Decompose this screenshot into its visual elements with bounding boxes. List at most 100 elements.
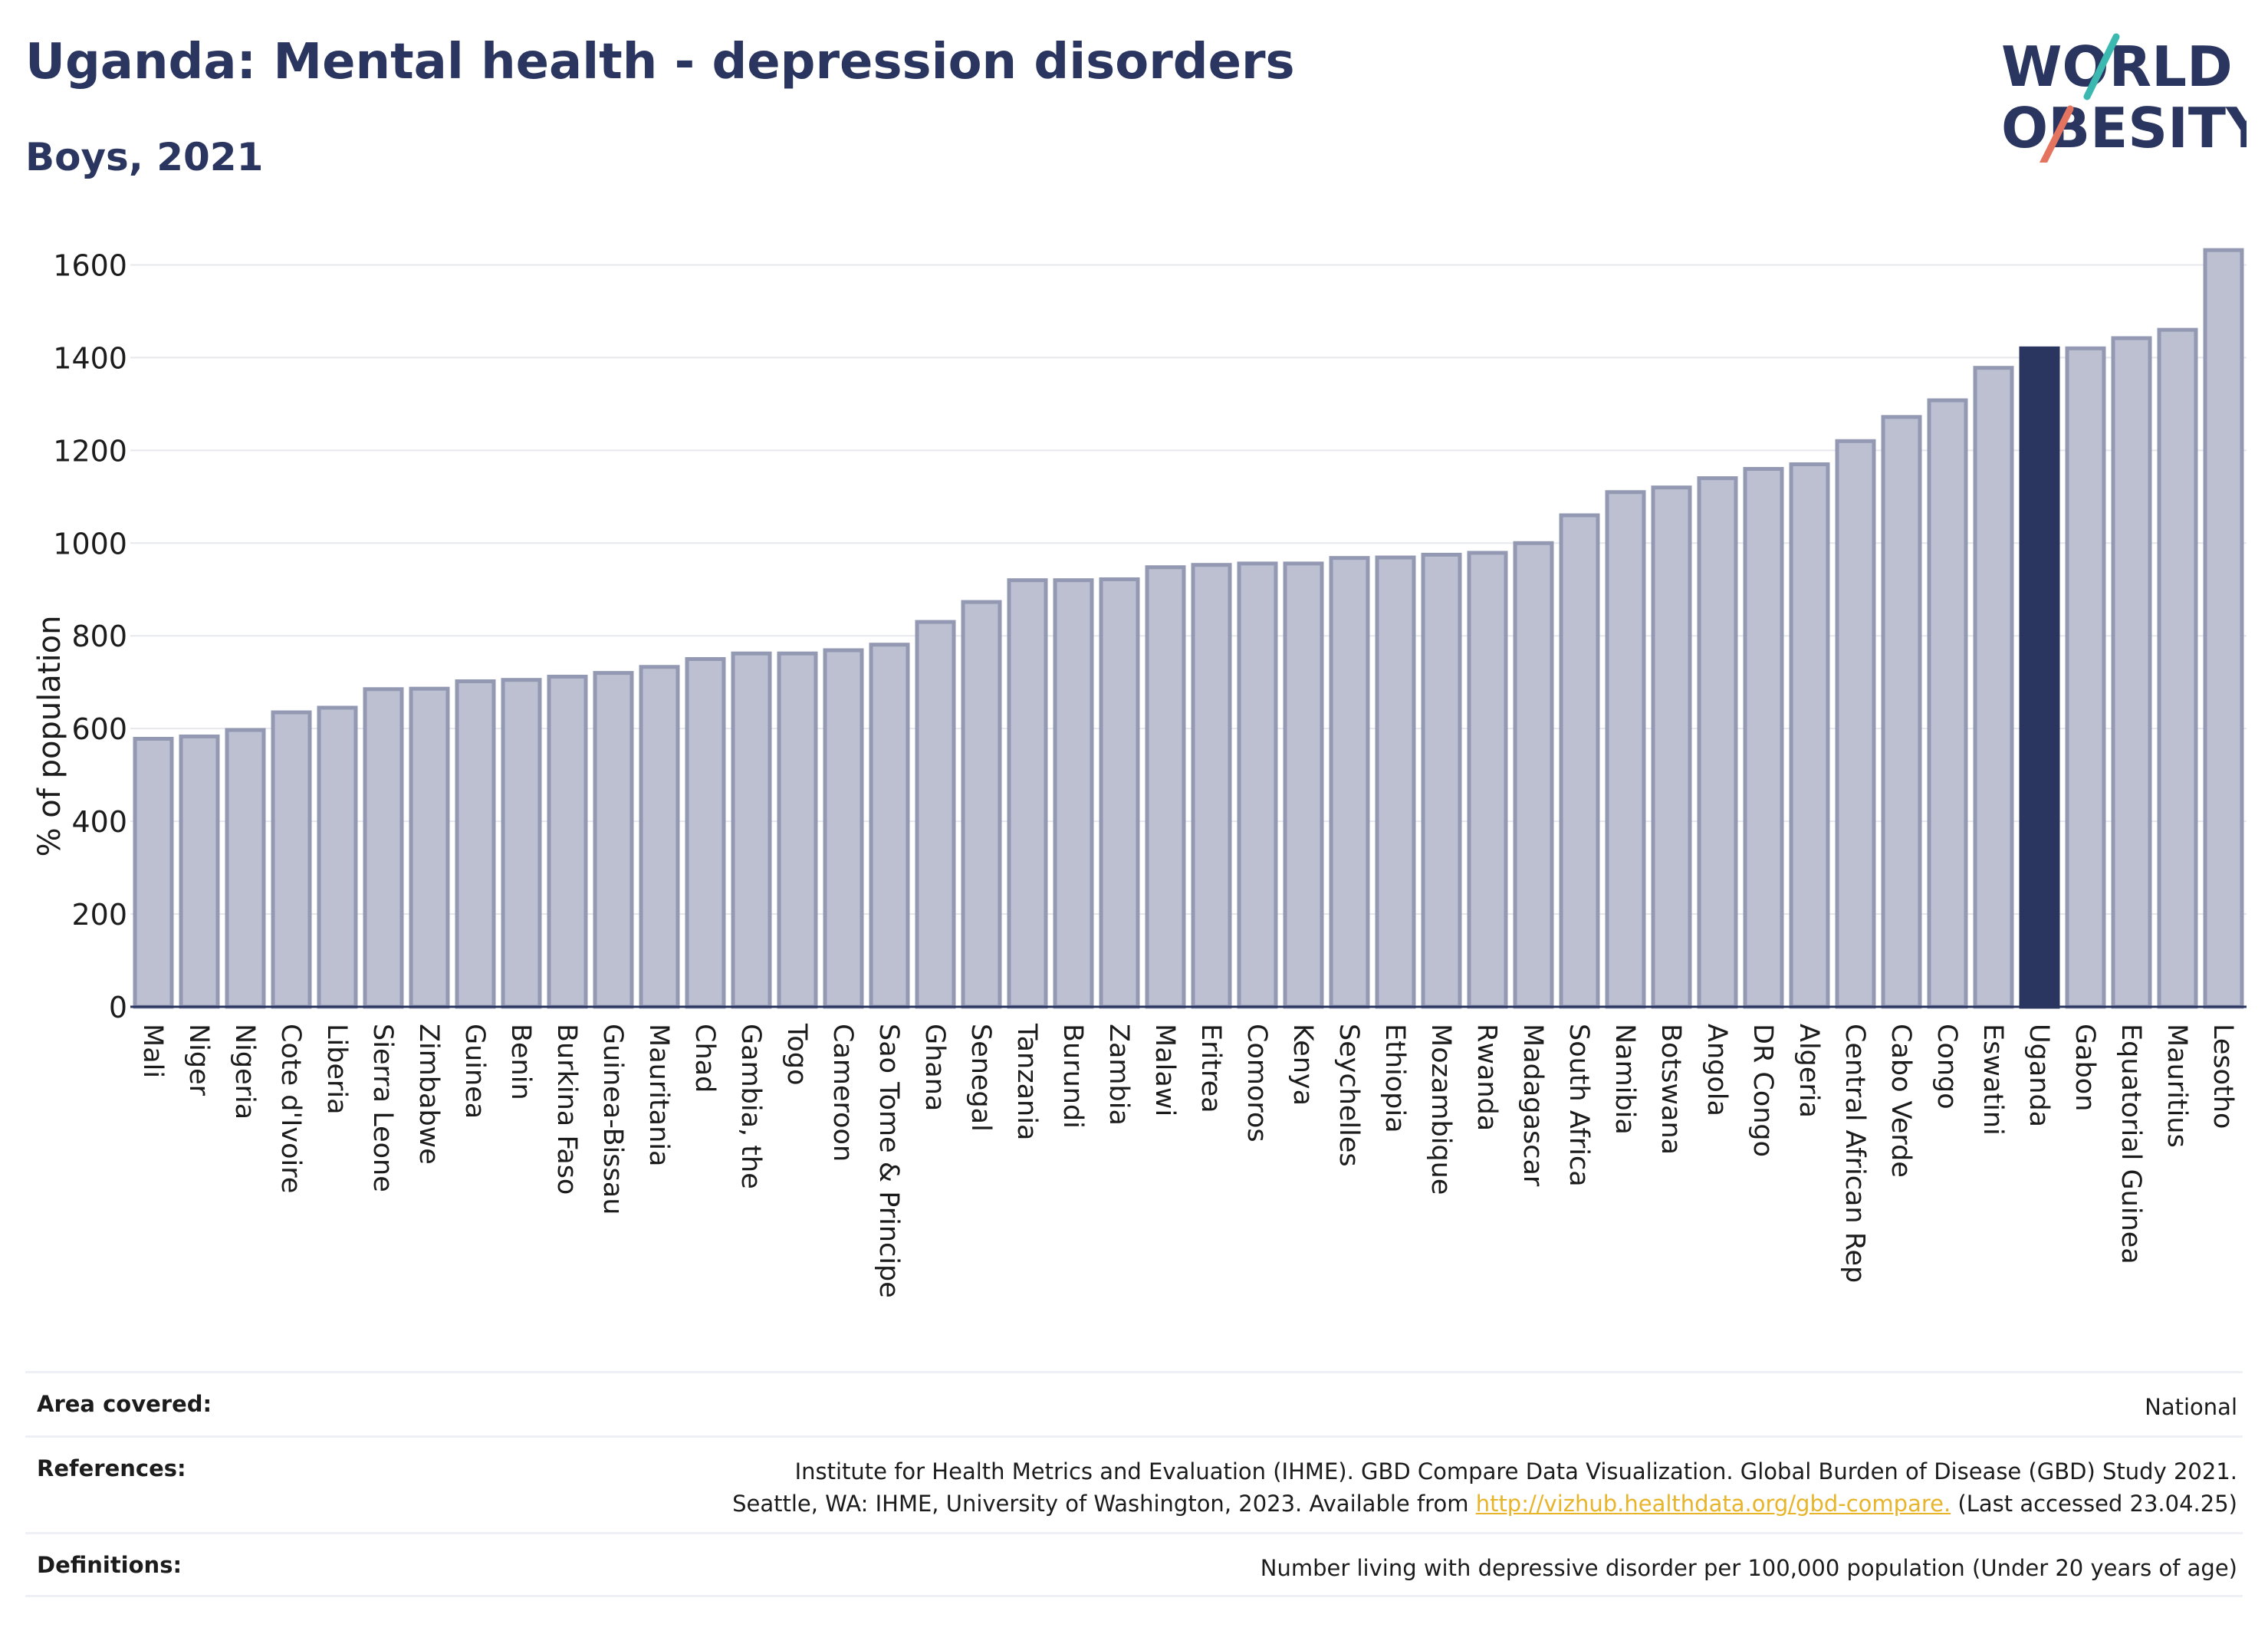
x-tick-label: Benin [505,1024,536,1100]
x-tick-label: Eswatini [1977,1024,2008,1136]
x-tick-label: Rwanda [1471,1024,1502,1131]
x-tick-label: Mauritius [2161,1024,2192,1148]
x-tick-label: Guinea [459,1024,490,1119]
bar-south-africa [1559,513,1600,1009]
x-tick-label: Eritrea [1195,1024,1226,1113]
x-tick-label: DR Congo [1747,1024,1778,1157]
y-tick-label: 1400 [53,341,127,375]
bar-mozambique [1421,552,1462,1009]
bar-zambia [1099,577,1140,1009]
bar-ghana [915,620,956,1009]
x-tick-label: Cote d'Ivoire [275,1024,306,1193]
bar-tanzania [1007,578,1048,1009]
bar-lesotho [2203,248,2244,1009]
references-line-2-prefix: Seattle, WA: IHME, University of Washing… [732,1491,1469,1517]
x-tick-label: Cameroon [827,1024,858,1162]
svg-text:WORLD: WORLD [2001,35,2233,99]
bar-liberia [317,705,358,1009]
definitions-value: Number living with depressive disorder p… [1260,1555,2237,1581]
svg-text:OBESITY: OBESITY [2001,96,2247,160]
bar-namibia [1605,490,1646,1009]
x-tick-label: Cabo Verde [1885,1024,1916,1178]
x-tick-label: Mozambique [1425,1024,1456,1195]
y-tick-label: 200 [71,898,127,932]
bar-guinea [455,679,496,1009]
x-tick-label: Uganda [2023,1024,2054,1127]
bar-senegal [961,600,1002,1009]
x-tick-label: Chad [689,1024,720,1093]
x-tick-label: Namibia [1609,1024,1640,1135]
bar-algeria [1789,462,1830,1009]
area-covered-label: Area covered: [37,1391,212,1417]
area-covered-value: National [2145,1394,2237,1420]
bar-sierra-leone [363,687,404,1009]
bar-niger [179,734,220,1009]
bar-zimbabwe [409,686,450,1009]
references-value: Institute for Health Metrics and Evaluat… [732,1455,2237,1520]
x-tick-label: Gambia, the [735,1024,766,1189]
x-tick-label: South Africa [1563,1024,1594,1187]
world-obesity-logo: WORLD OBESITY [2001,33,2247,163]
x-tick-label: Comoros [1241,1024,1272,1142]
x-tick-label: Nigeria [229,1024,260,1119]
bar-togo [777,651,818,1009]
references-label: References: [37,1455,186,1481]
y-tick-label: 1600 [53,248,127,282]
bar-central-african-rep [1835,439,1876,1009]
bar-guinea-bissau [593,671,634,1009]
chart-subtitle: Boys, 2021 [25,135,264,179]
x-tick-label: Gabon [2069,1024,2100,1111]
chart-title: Uganda: Mental health - depression disor… [25,34,1295,90]
x-tick-label: Niger [183,1024,214,1096]
bar-botswana [1651,485,1692,1009]
bar-equatorial-guinea [2111,336,2152,1009]
x-tick-label: Congo [1931,1024,1962,1110]
bar-mauritius [2157,327,2198,1009]
y-tick-label: 800 [71,620,127,653]
bar-eswatini [1973,366,2014,1009]
x-tick-label: Mali [137,1024,168,1078]
x-tick-label: Central African Rep [1839,1024,1870,1283]
x-tick-label: Guinea-Bissau [597,1024,628,1215]
x-tick-label: Lesotho [2207,1024,2238,1129]
x-tick-label: Ethiopia [1379,1024,1410,1133]
bar-uganda [2019,346,2060,1009]
bar-nigeria [225,728,266,1009]
x-tick-label: Botswana [1655,1024,1686,1155]
bar-cameroon [823,648,864,1009]
x-tick-label: Burkina Faso [551,1024,582,1195]
x-tick-label: Senegal [965,1024,996,1132]
x-tick-label: Zambia [1103,1024,1134,1126]
x-tick-label: Equatorial Guinea [2115,1024,2146,1264]
x-tick-label: Tanzania [1011,1023,1042,1140]
bar-cote-d-ivoire [271,710,312,1009]
bar-gabon [2065,346,2106,1009]
bar-cabo-verde [1881,415,1922,1009]
bar-madagascar [1513,541,1554,1009]
x-tick-label: Madagascar [1517,1024,1548,1187]
x-tick-label: Ghana [919,1024,950,1111]
x-tick-label: Burundi [1057,1024,1088,1129]
bar-mauritania [639,665,680,1009]
y-axis-label: % of population [32,616,67,857]
bar-eritrea [1191,563,1232,1009]
references-line-2-suffix: (Last accessed 23.04.25) [1957,1491,2237,1517]
bar-burkina-faso [547,674,588,1009]
references-line-1: Institute for Health Metrics and Evaluat… [794,1458,2237,1484]
references-line-2: Seattle, WA: IHME, University of Washing… [732,1488,2237,1520]
x-tick-label: Algeria [1793,1024,1824,1118]
bar-benin [501,678,542,1009]
y-tick-label: 600 [71,712,127,746]
bar-malawi [1145,565,1186,1009]
x-tick-label: Liberia [321,1024,352,1115]
bar-rwanda [1467,551,1508,1009]
y-tick-label: 400 [71,805,127,839]
bar-congo [1927,398,1968,1009]
x-tick-label: Seychelles [1333,1024,1364,1167]
bars [130,248,2247,1009]
x-tick-label: Malawi [1149,1024,1180,1116]
references-link[interactable]: http://vizhub.healthdata.org/gbd-compare… [1475,1491,1951,1517]
bar-kenya [1283,561,1324,1009]
bar-sao-tome-principe [869,643,910,1009]
y-tick-labels: 0 200 400 600 800 1000 1200 1400 1600 [53,248,127,1024]
